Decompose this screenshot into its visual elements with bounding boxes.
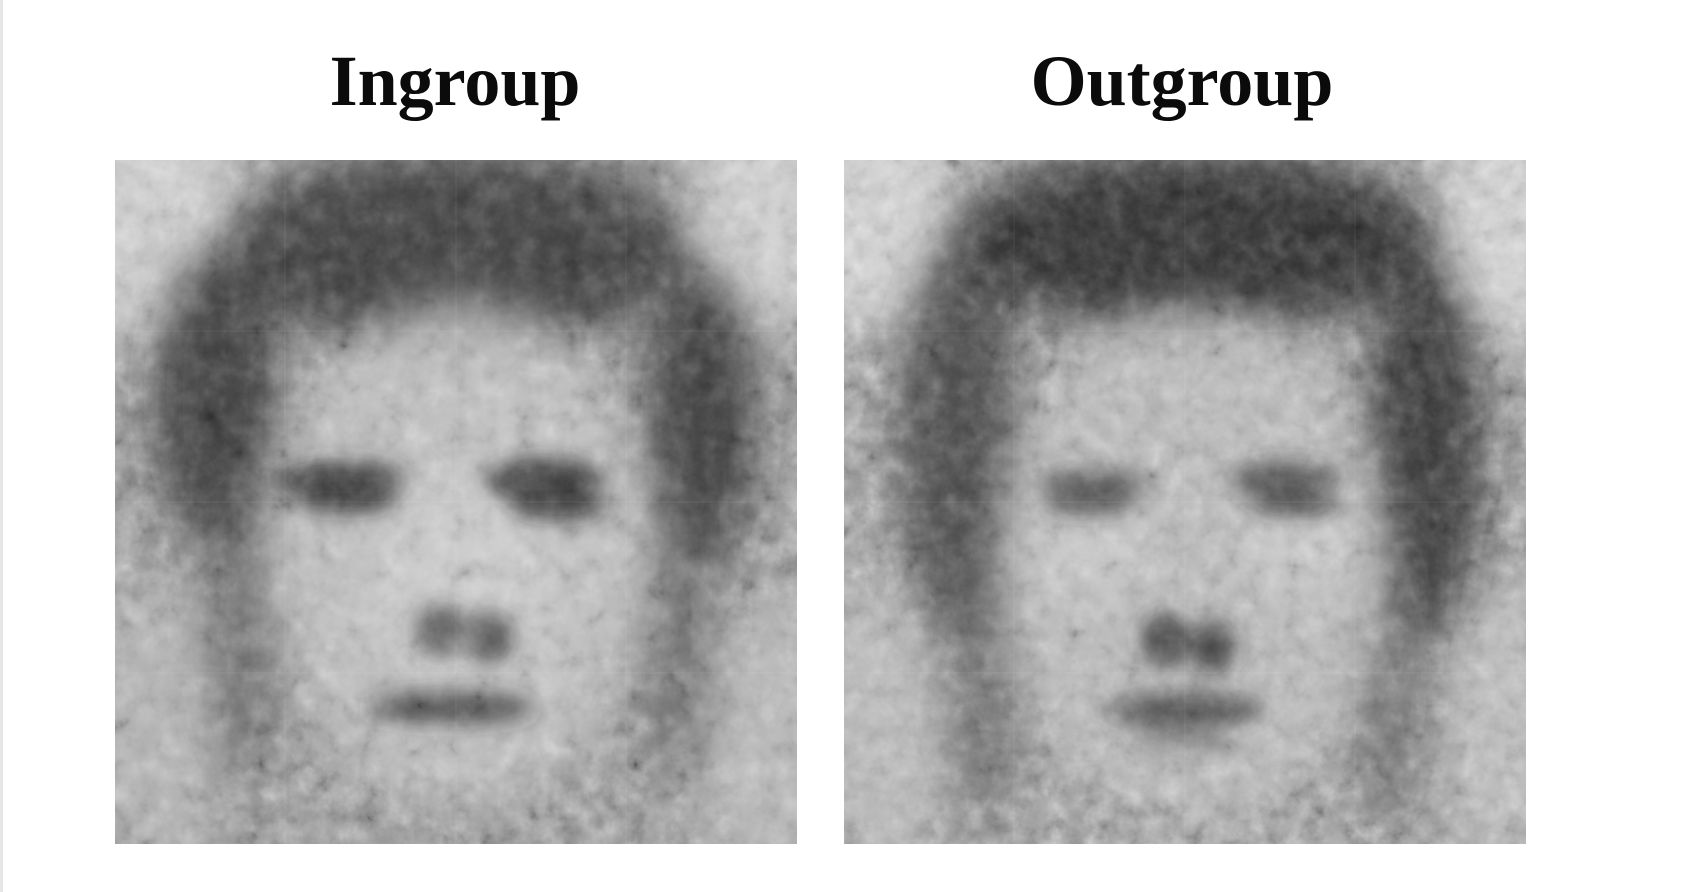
ingroup-face-svg — [115, 160, 797, 844]
outgroup-title: Outgroup — [1030, 41, 1334, 121]
page-edge — [0, 0, 3, 892]
ingroup-face-image — [115, 160, 797, 844]
ingroup-title: Ingroup — [329, 41, 581, 121]
outgroup-face-svg — [844, 160, 1526, 844]
outgroup-face-image — [844, 160, 1526, 844]
